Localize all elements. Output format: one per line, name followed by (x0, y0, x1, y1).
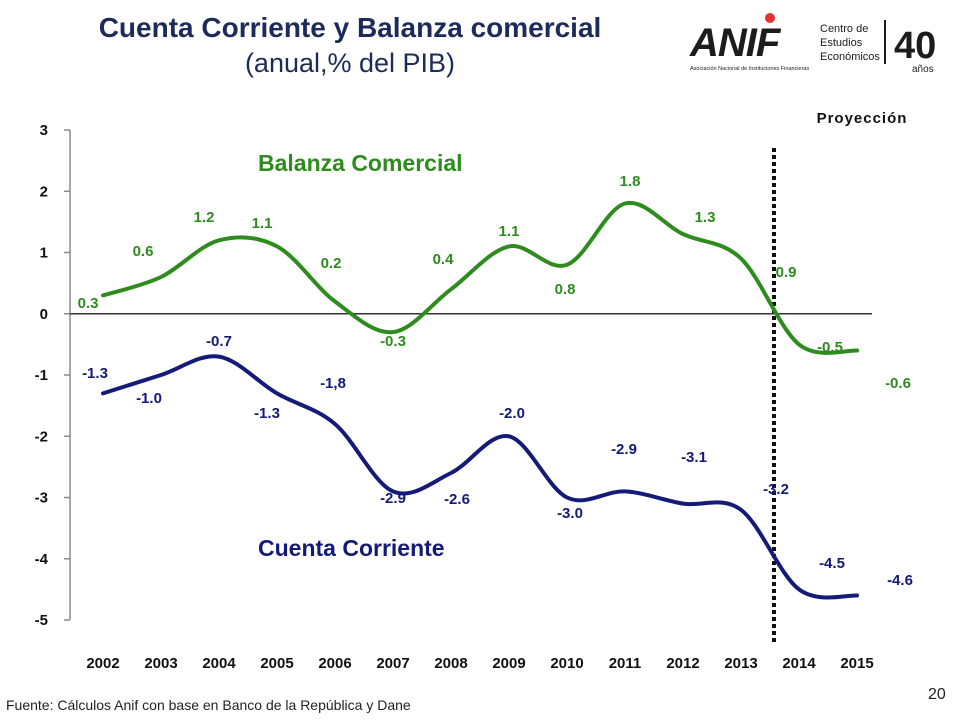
data-label-cuenta-corriente: -2.9 (380, 490, 406, 507)
anif-brand-text: ANIF (689, 21, 782, 65)
x-tick-label: 2010 (550, 655, 583, 672)
page-number: 20 (928, 686, 946, 703)
data-label-balanza-comercial: 1.1 (252, 215, 273, 232)
chart-subtitle: (anual,% del PIB) (244, 48, 456, 78)
data-label-balanza-comercial: 0.4 (433, 251, 455, 268)
projection-label: Proyección (817, 110, 908, 127)
logo-line-2: Estudios (820, 37, 863, 49)
series-layer (101, 200, 859, 600)
y-tick-label: -4 (35, 551, 49, 568)
logo-anniversary: 40 (894, 25, 936, 67)
chart-title: Cuenta Corriente y Balanza comercial (98, 12, 602, 43)
data-label-balanza-comercial: 1.2 (194, 209, 215, 226)
data-label-balanza-comercial: 0.8 (555, 281, 576, 298)
data-label-cuenta-corriente: -1.3 (82, 365, 108, 382)
logo-line-3: Económicos (820, 51, 880, 63)
data-label-balanza-comercial: 0.2 (321, 255, 342, 272)
anif-tagline: Asociación Nacional de Instituciones Fin… (690, 66, 809, 72)
data-label-cuenta-corriente: -3.0 (557, 505, 583, 522)
x-tick-label: 2004 (202, 655, 236, 672)
anif-accent-dot (765, 13, 775, 23)
x-tick-label: 2012 (666, 655, 699, 672)
y-tick-label: -2 (35, 428, 48, 445)
data-label-cuenta-corriente: -3.2 (763, 481, 789, 498)
data-label-cuenta-corriente: -0.7 (206, 333, 232, 350)
data-label-cuenta-corriente: -2.0 (499, 405, 525, 422)
y-tick-label: -3 (35, 490, 48, 507)
y-tick-label: 3 (40, 122, 48, 139)
x-tick-label: 2015 (840, 655, 873, 672)
data-label-balanza-comercial: -0.3 (380, 333, 406, 350)
y-tick-label: 0 (40, 306, 48, 323)
y-tick-label: -1 (35, 367, 48, 384)
data-label-cuenta-corriente: -2.9 (611, 441, 637, 458)
data-label-balanza-comercial: 0.3 (78, 295, 99, 312)
logo-line-1: Centro de (820, 23, 868, 35)
data-label-balanza-comercial: -0.5 (817, 339, 843, 356)
data-label-balanza-comercial: -0.6 (885, 375, 911, 392)
data-label-balanza-comercial: 1.1 (499, 223, 520, 240)
data-label-cuenta-corriente: -1.0 (136, 390, 162, 407)
label-layer: 0.3 0.6 1.2 1.1 0.2 -0.3 0.4 1.1 0.8 1.8 1.3 0.9 -0.… (78, 150, 913, 589)
logo-divider (884, 20, 886, 64)
x-tick-label: 2002 (86, 655, 119, 672)
anif-wordmark: ANIF Asociación Nacional de Institucione… (689, 13, 809, 72)
data-label-balanza-comercial: 0.9 (776, 264, 797, 281)
series-name-cuenta-corriente: Cuenta Corriente (258, 535, 445, 561)
x-tick-label: 2008 (434, 655, 467, 672)
projection-layer: Proyección (772, 110, 908, 645)
data-label-cuenta-corriente: -1,8 (320, 375, 346, 392)
data-label-cuenta-corriente: -3.1 (681, 449, 707, 466)
y-tick-label: -5 (35, 612, 48, 629)
anif-logo: ANIF Asociación Nacional de Institucione… (689, 13, 936, 75)
series-line-balanza-comercial (101, 200, 859, 355)
data-label-balanza-comercial: 0.6 (133, 243, 154, 260)
series-name-balanza-comercial: Balanza Comercial (258, 150, 463, 176)
y-tick-label: 2 (40, 183, 48, 200)
chart-title-block: Cuenta Corriente y Balanza comercial (an… (40, 10, 660, 80)
source-note: Fuente: Cálculos Anif con base en Banco … (6, 697, 411, 713)
x-tick-label: 2011 (609, 655, 642, 672)
x-tick-label: 2005 (260, 655, 293, 672)
axis-layer: 3 2 1 0 -1 -2 -3 -4 -5 2002 2003 2004 2005 2006 2007 20… (35, 122, 874, 672)
data-label-cuenta-corriente: -4.5 (819, 555, 845, 572)
x-tick-label: 2007 (376, 655, 409, 672)
series-line-cuenta-corriente (101, 354, 859, 600)
logo-anniversary-sub: años (912, 64, 934, 75)
data-label-cuenta-corriente: -2.6 (444, 491, 470, 508)
data-label-balanza-comercial: 1.3 (695, 209, 716, 226)
x-tick-label: 2009 (492, 655, 525, 672)
data-label-balanza-comercial: 1.8 (620, 173, 641, 190)
y-tick-label: 1 (40, 245, 48, 262)
x-tick-label: 2003 (144, 655, 177, 672)
data-label-cuenta-corriente: -1.3 (254, 405, 280, 422)
x-tick-label: 2006 (318, 655, 351, 672)
data-label-cuenta-corriente: -4.6 (887, 572, 913, 589)
x-tick-label: 2014 (782, 655, 816, 672)
x-tick-label: 2013 (724, 655, 757, 672)
